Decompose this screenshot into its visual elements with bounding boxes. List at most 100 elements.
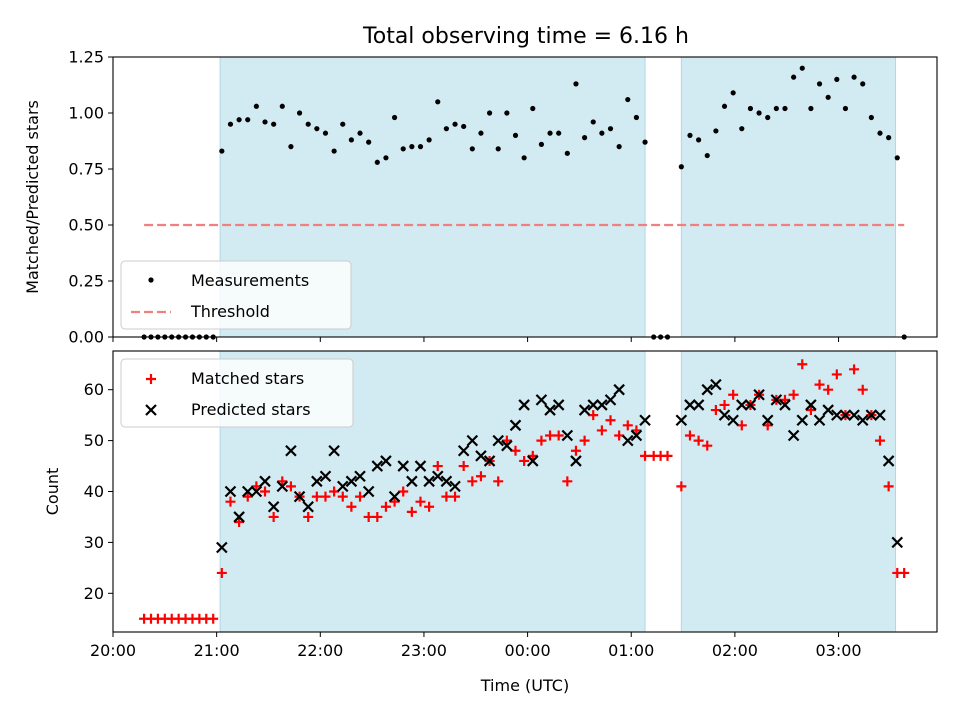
data-point <box>562 476 573 487</box>
data-point <box>409 144 415 150</box>
data-point <box>216 567 227 578</box>
data-point <box>400 146 406 152</box>
data-point <box>424 501 435 512</box>
y-tick-label: 0.00 <box>68 328 104 347</box>
data-point <box>590 119 596 125</box>
data-point <box>744 399 757 411</box>
data-point <box>581 135 588 141</box>
data-point <box>710 405 721 416</box>
data-point <box>687 132 693 138</box>
y-tick-label: 0.75 <box>68 160 104 179</box>
y-tick-label: 0.50 <box>68 216 104 235</box>
data-point <box>797 359 808 370</box>
y-tick-label: 1.25 <box>68 48 104 67</box>
data-point <box>389 496 400 507</box>
x-tick-label: 03:00 <box>815 641 861 660</box>
data-point <box>640 450 651 461</box>
data-point <box>250 485 263 498</box>
data-point <box>302 500 314 513</box>
y-tick-label: 60 <box>84 380 104 399</box>
data-point <box>544 404 556 416</box>
data-point <box>704 152 710 159</box>
data-point <box>380 501 391 512</box>
data-point <box>779 394 790 405</box>
data-point <box>816 81 823 87</box>
data-point <box>493 476 504 487</box>
data-point <box>216 541 228 554</box>
data-point <box>756 110 762 116</box>
data-point <box>431 470 444 483</box>
data-point <box>552 399 565 411</box>
data-point <box>530 105 536 112</box>
data-point <box>702 440 713 451</box>
data-point <box>736 399 748 411</box>
data-point <box>788 389 799 400</box>
y-axis-label: Count <box>43 468 62 516</box>
data-point <box>701 383 714 396</box>
data-point <box>899 567 910 578</box>
data-point <box>233 511 245 523</box>
data-point <box>267 500 280 513</box>
data-point <box>894 155 900 161</box>
data-point <box>676 481 687 492</box>
data-point <box>450 491 461 502</box>
data-point <box>874 435 885 446</box>
data-point <box>406 506 417 517</box>
data-point <box>372 511 383 522</box>
data-point <box>426 137 432 143</box>
data-point <box>388 490 401 503</box>
data-point <box>467 476 478 487</box>
data-point <box>613 383 625 396</box>
data-point <box>259 475 271 488</box>
data-point <box>882 455 895 467</box>
data-point <box>857 384 868 395</box>
data-point <box>713 128 719 134</box>
y-axis-label: Matched/Predicted stars <box>23 100 42 294</box>
data-point <box>891 536 904 549</box>
data-point <box>728 389 739 400</box>
y-tick-label: 50 <box>84 431 104 450</box>
data-point <box>271 121 277 127</box>
data-point <box>366 139 372 145</box>
data-point <box>357 130 363 136</box>
data-point <box>262 119 268 125</box>
shaded-window <box>680 350 897 633</box>
x-tick-label: 21:00 <box>194 641 240 660</box>
data-point <box>383 155 389 161</box>
data-point <box>553 430 564 441</box>
data-point <box>253 103 259 109</box>
data-point <box>414 460 427 472</box>
data-point <box>596 399 608 411</box>
data-point <box>630 429 643 442</box>
legend-swatch <box>146 374 156 384</box>
data-point <box>457 444 470 457</box>
legend: Matched stars Predicted stars <box>120 358 354 428</box>
data-point <box>475 471 486 482</box>
data-point <box>607 126 614 132</box>
data-point <box>825 94 831 100</box>
data-point <box>822 404 834 416</box>
data-point <box>443 126 450 132</box>
data-point <box>227 121 234 127</box>
data-point <box>799 65 805 71</box>
data-point <box>336 480 349 493</box>
data-point <box>371 460 384 472</box>
data-point <box>823 384 834 395</box>
data-point <box>285 481 296 492</box>
data-point <box>492 434 505 447</box>
data-point <box>276 480 289 493</box>
data-point <box>605 415 616 426</box>
x-tick-label: 22:00 <box>297 641 343 660</box>
y-tick-label: 40 <box>84 482 104 501</box>
data-point <box>504 110 510 116</box>
data-point <box>303 511 314 522</box>
data-point <box>251 481 262 492</box>
data-point <box>337 491 348 502</box>
data-point <box>296 110 303 116</box>
data-point <box>587 399 600 411</box>
data-point <box>599 130 605 136</box>
series-matched-stars <box>139 359 910 624</box>
data-point <box>417 144 424 150</box>
data-point <box>834 76 840 82</box>
